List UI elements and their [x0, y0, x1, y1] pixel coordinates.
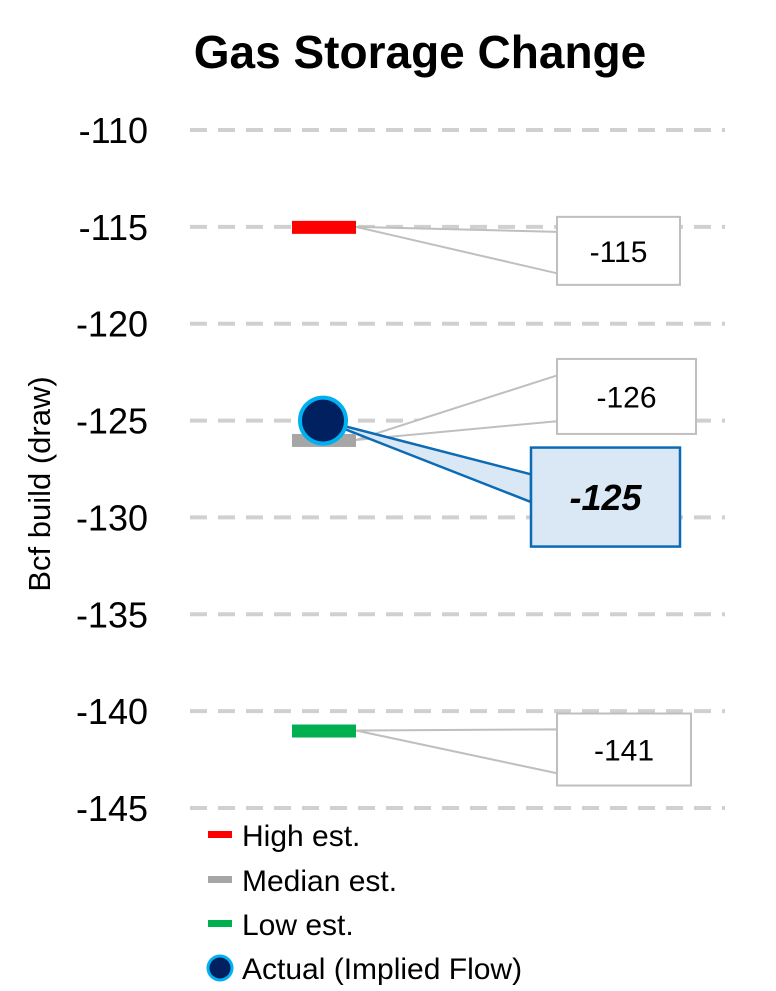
- actual-callout-label: -125: [569, 477, 642, 518]
- y-tick-label: -115: [79, 207, 148, 248]
- legend: High est. Median est. Low est. Actual (Impl…: [206, 820, 522, 986]
- y-axis-label: Bcf build (draw): [22, 376, 57, 591]
- actual-callout-box: [529, 446, 682, 548]
- legend-swatch: [208, 876, 232, 883]
- callout-leaders: [322, 225, 558, 775]
- callout-box: [556, 215, 681, 286]
- callout-label: -141: [594, 735, 654, 768]
- y-tick-label: -145: [76, 788, 148, 829]
- callouts: -115 -126 -141 -125: [529, 215, 697, 787]
- legend-entry: Median est.: [242, 865, 397, 898]
- callout-label: -126: [596, 381, 656, 414]
- y-axis-ticks: -110 -115 -120 -125 -130 -135 -140 -145: [76, 110, 148, 829]
- callout-leader: [355, 225, 558, 275]
- callout-label: -115: [590, 236, 648, 269]
- actual-point: [298, 395, 348, 446]
- callout-leader: [355, 728, 558, 775]
- y-tick-label: -130: [76, 497, 148, 538]
- callout-box: [556, 712, 692, 787]
- legend-swatch: [208, 831, 232, 838]
- data-marks: [292, 220, 356, 738]
- y-tick-label: -120: [76, 304, 148, 345]
- estimate-mark: [292, 220, 356, 234]
- y-tick-label: -110: [79, 110, 148, 151]
- y-tick-label: -140: [76, 691, 148, 732]
- chart-title: Gas Storage Change: [194, 26, 646, 78]
- legend-entry: Actual (Implied Flow): [242, 953, 522, 986]
- legend-swatch: [208, 920, 232, 927]
- y-tick-label: -135: [76, 594, 148, 635]
- callout-box: [556, 357, 697, 435]
- estimate-mark: [292, 724, 356, 738]
- legend-entry: Low est.: [242, 909, 354, 942]
- y-tick-label: -125: [76, 401, 148, 442]
- legend-entry: High est.: [242, 820, 360, 853]
- callout-leader: [355, 374, 558, 441]
- legend-marker: [206, 954, 234, 982]
